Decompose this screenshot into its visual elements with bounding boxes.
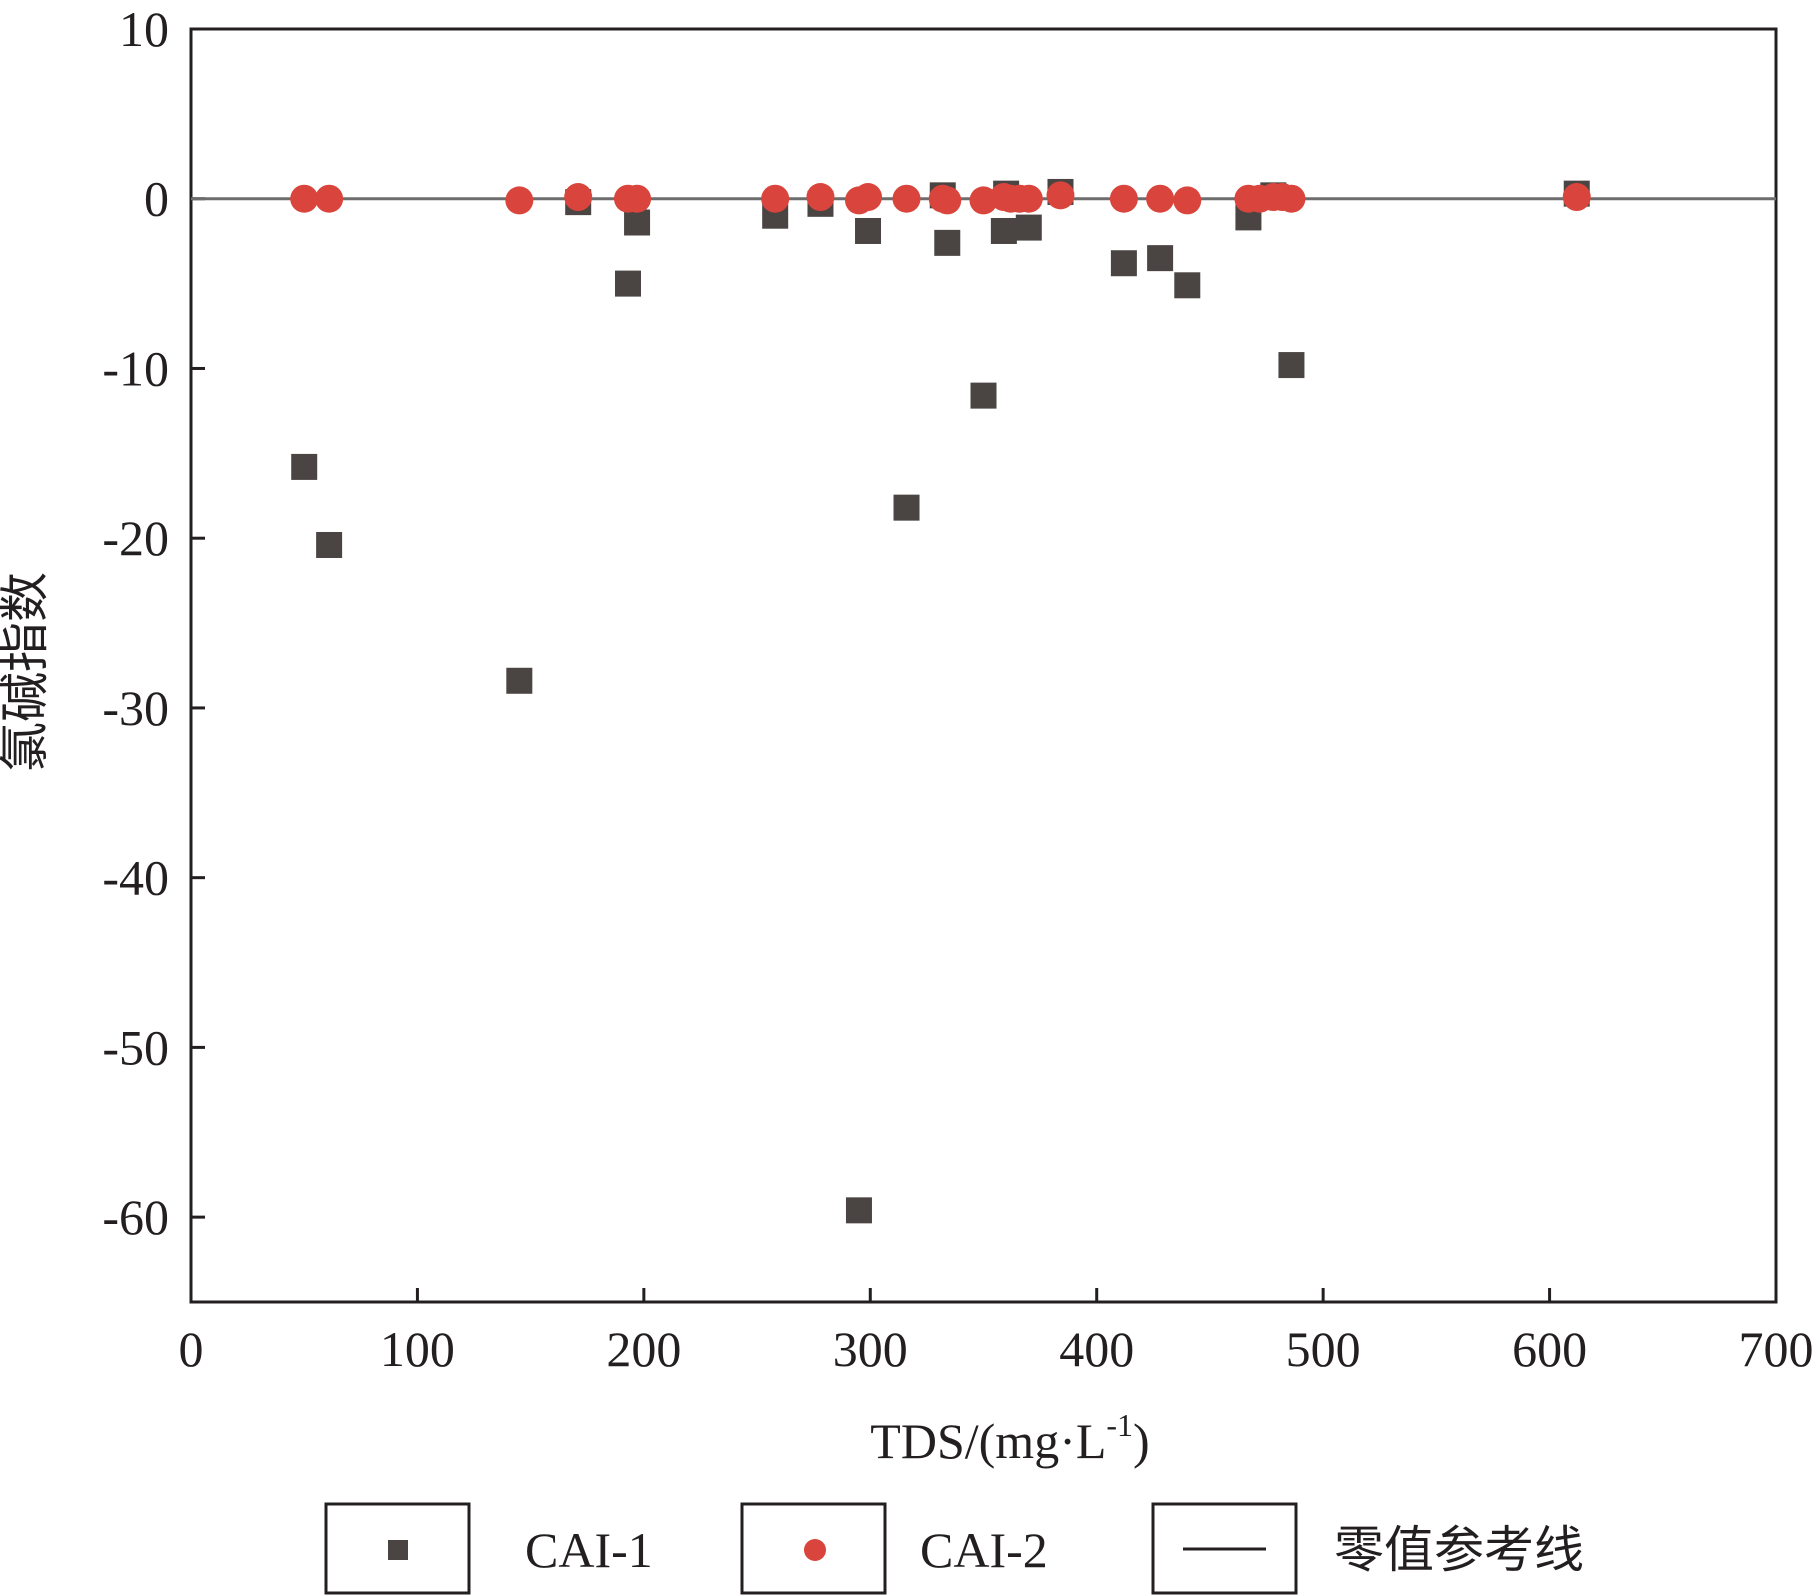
y-tick-label: -20 (102, 510, 169, 566)
point-cai-2 (892, 184, 921, 213)
x-tick-label: 100 (380, 1321, 455, 1377)
x-tick-label: 300 (833, 1321, 908, 1377)
series-cai-1 (291, 178, 1590, 1224)
legend-marker-cai-1 (388, 1540, 408, 1560)
x-axis: 0 100 200 300 400 500 600 700 (179, 1288, 1814, 1377)
x-tick-label: 700 (1739, 1321, 1814, 1377)
point-cai-2 (1173, 186, 1202, 215)
y-tick-label: -40 (102, 850, 169, 906)
point-cai-2 (1046, 181, 1075, 210)
plot-frame (189, 27, 1778, 1304)
point-cai-1 (1147, 245, 1174, 272)
plot-area-border (189, 27, 1778, 1304)
legend-box-cai-2 (740, 1502, 887, 1595)
y-tick-label: -10 (102, 340, 169, 396)
x-tick-label: 0 (179, 1321, 204, 1377)
point-cai-2 (505, 186, 534, 215)
point-cai-2 (854, 183, 883, 212)
point-cai-1 (1278, 352, 1305, 379)
point-cai-1 (1110, 250, 1137, 277)
x-tick-label: 600 (1512, 1321, 1587, 1377)
legend-marker-cai-2 (804, 1539, 826, 1561)
point-cai-2 (1014, 184, 1043, 213)
legend-box-reference (1151, 1502, 1298, 1595)
y-axis: 10 0 -10 -20 -30 -40 -50 -60 (102, 1, 205, 1245)
x-axis-label-superscript: -1 (1106, 1407, 1133, 1443)
point-cai-1 (506, 667, 533, 694)
point-cai-2 (315, 184, 344, 213)
point-cai-1 (893, 494, 920, 521)
point-cai-2 (1109, 184, 1138, 213)
x-axis-label-main: TDS/(mg·L (870, 1413, 1106, 1469)
point-cai-2 (761, 184, 790, 213)
x-tick-label: 200 (606, 1321, 681, 1377)
point-cai-2 (564, 183, 593, 212)
point-cai-2 (1146, 184, 1175, 213)
point-cai-1 (291, 453, 318, 480)
point-cai-2 (290, 184, 319, 213)
y-tick-label: -60 (102, 1189, 169, 1245)
point-cai-2 (1277, 184, 1306, 213)
legend-box-cai-1 (324, 1502, 471, 1595)
point-cai-1 (990, 217, 1017, 244)
x-axis-label-suffix: ) (1133, 1413, 1150, 1469)
point-cai-2 (623, 184, 652, 213)
y-tick-label: -30 (102, 680, 169, 736)
legend-label-reference: 零值参考线 (1334, 1522, 1584, 1578)
legend-label-cai-1: CAI-1 (525, 1522, 653, 1578)
y-tick-label: -50 (102, 1019, 169, 1075)
y-tick-label: 10 (119, 1, 169, 57)
point-cai-1 (615, 270, 642, 297)
y-axis-label: 氯碱指数 (0, 572, 53, 772)
point-cai-1 (845, 1197, 872, 1224)
legend-label-cai-2: CAI-2 (920, 1522, 1048, 1578)
point-cai-1 (624, 209, 651, 236)
point-cai-2 (1562, 183, 1591, 212)
point-cai-1 (970, 382, 997, 409)
x-tick-label: 400 (1059, 1321, 1134, 1377)
point-cai-1 (1015, 214, 1042, 241)
point-cai-1 (934, 229, 961, 256)
series-cai-2 (290, 181, 1591, 215)
x-axis-label: TDS/(mg·L-1) (870, 1407, 1149, 1469)
y-tick-label: 0 (144, 171, 169, 227)
legend: CAI-1 CAI-2 零值参考线 (324, 1502, 1584, 1595)
point-cai-1 (316, 531, 343, 558)
point-cai-2 (806, 183, 835, 212)
x-tick-label: 500 (1286, 1321, 1361, 1377)
point-cai-1 (855, 217, 882, 244)
point-cai-2 (933, 186, 962, 215)
point-cai-1 (1174, 272, 1201, 299)
